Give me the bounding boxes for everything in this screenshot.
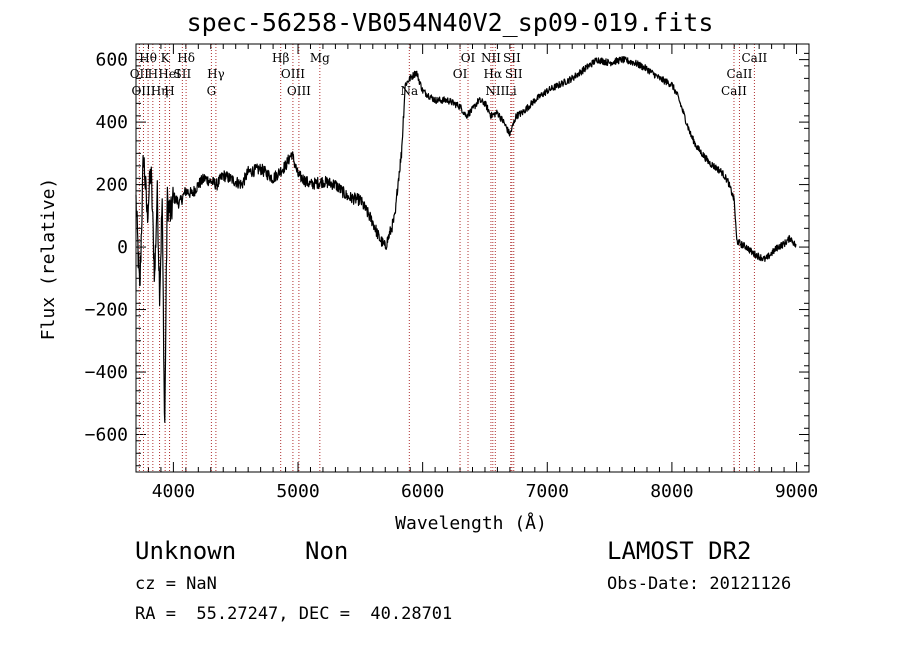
spectrum-series-line (135, 56, 797, 423)
line-label: CaII (741, 51, 767, 65)
x-tick-label: 8000 (650, 481, 693, 502)
line-label: Hβ (272, 51, 289, 65)
tick-labels: 4000 5000 6000 7000 8000 9000 −600 −400 −200 0 200… (85, 50, 819, 502)
line-label: Mg (310, 51, 330, 65)
line-label: OIII (287, 84, 311, 98)
y-tick-label: 600 (95, 50, 128, 71)
line-label: CaII (721, 84, 747, 98)
x-tick-label: 5000 (276, 481, 319, 502)
line-label: HeI (158, 67, 181, 81)
y-tick-label: 0 (117, 237, 128, 258)
line-label: OIII (131, 84, 155, 98)
line-label: OII (130, 67, 150, 81)
y-tick-label: −200 (85, 300, 128, 321)
line-label: Na (400, 84, 418, 98)
plot-frame (135, 43, 810, 473)
emission-line-markers (138, 44, 755, 472)
line-label: OI (453, 67, 468, 81)
line-label: NII (481, 51, 501, 65)
line-label: Hδ (177, 51, 195, 65)
line-label: OI (461, 51, 476, 65)
line-label: SII (174, 67, 192, 81)
line-label: Hθ (139, 51, 157, 65)
line-label: Hα (484, 67, 503, 81)
object-class: Non (305, 537, 349, 565)
x-tick-label: 4000 (152, 481, 195, 502)
line-label: H (148, 67, 158, 81)
line-label: SII (505, 67, 523, 81)
line-label: CaII (727, 67, 753, 81)
x-tick-label: 9000 (775, 481, 818, 502)
line-label: Li (505, 84, 517, 98)
y-tick-label: 400 (95, 112, 128, 133)
line-label: OIII (281, 67, 305, 81)
survey-name: LAMOST DR2 (607, 537, 752, 565)
y-tick-label: −400 (85, 362, 128, 383)
observation-date: Obs-Date: 20121126 (607, 574, 792, 594)
chart-title: spec-56258-VB054N40V2_sp09-019.fits (186, 8, 714, 37)
x-axis-label: Wavelength (Å) (395, 512, 547, 534)
line-label: NII (485, 84, 505, 98)
x-tick-label: 6000 (401, 481, 444, 502)
redshift-cz: cz = NaN (135, 574, 217, 594)
line-label: Hη (151, 84, 169, 98)
y-tick-label: −600 (85, 425, 128, 446)
line-label: K (161, 51, 171, 65)
x-tick-label: 7000 (526, 481, 569, 502)
ra-dec-coordinates: RA = 55.27247, DEC = 40.28701 (135, 604, 453, 624)
emission-line-labels: HθOIIOIIIHHηKHeIHSIIHδHγGHβOIIIOIIIMgNaO… (130, 51, 768, 98)
line-label: Hγ (207, 67, 225, 81)
y-axis-label: Flux (relative) (38, 178, 59, 341)
line-label: H (164, 84, 174, 98)
object-type: Unknown (135, 537, 237, 565)
line-label: SII (503, 51, 521, 65)
line-label: G (207, 84, 217, 98)
y-tick-label: 200 (95, 175, 128, 196)
